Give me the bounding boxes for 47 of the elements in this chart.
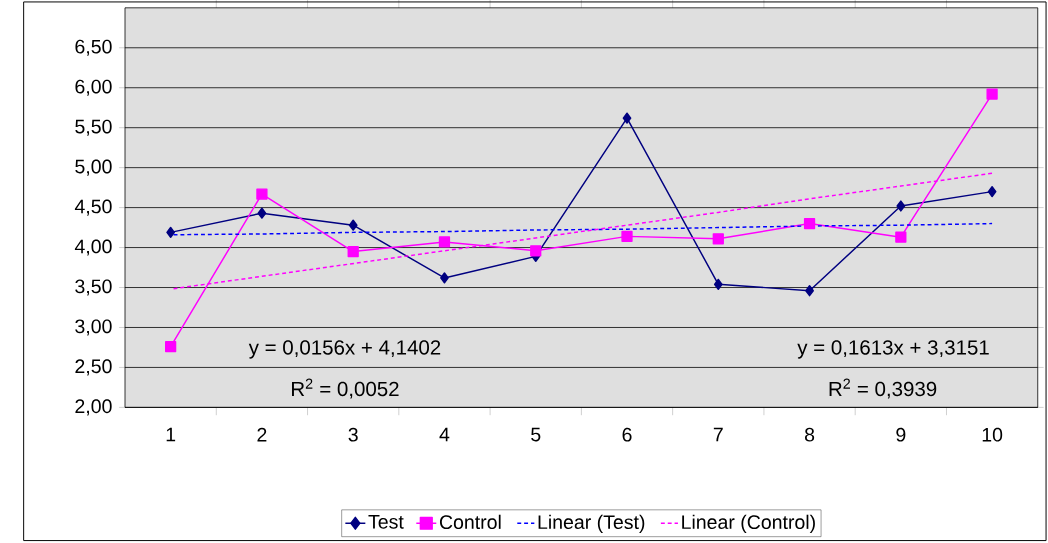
point [622,112,632,124]
legend-label: Control [439,514,501,530]
annotation: R$^{2}$ = 0,3939 [829,378,937,399]
annotation: y = 0,1613x + 3,3151 [797,340,989,359]
y-tick-label: 2,00 [75,399,112,416]
point [347,246,359,258]
x-tick-label: 3 [348,428,358,442]
point [986,88,998,100]
y-tick-label: 4,50 [74,199,112,216]
annotation: R$^{2}$ = 0,0052 [292,378,399,399]
legend-label: Linear (Test) [538,514,645,534]
point [165,341,177,353]
point [621,230,633,243]
point [713,278,723,291]
point [438,236,451,248]
y-tick-label: 5,50 [75,119,112,136]
point [440,272,449,284]
point [895,231,907,244]
point [896,200,906,212]
x-tick-label: 6 [622,428,632,442]
point [803,218,816,230]
y-tick-label: 2,50 [75,359,112,376]
point [256,188,268,200]
x-tick-label: 10 [982,428,1003,442]
point [530,245,542,257]
x-tick-label: 7 [713,428,723,442]
x-tick-label: 1 [166,428,176,442]
point [348,219,358,232]
x-tick-label: 2 [257,428,267,442]
x-tick-label: 9 [896,428,906,442]
annotation: y = 0,0156x + 4,1402 [248,340,441,359]
legend-label: Linear (Control) [682,514,815,534]
point [257,207,267,220]
point [166,226,176,239]
y-tick-label: 3,50 [75,279,112,296]
point [712,233,724,245]
x-tick-label: 8 [804,428,815,442]
y-tick-label: 5,00 [75,159,112,176]
y-tick-label: 6,00 [75,79,112,97]
x-tick-label: 5 [531,428,541,442]
point [805,285,814,297]
x-tick-label: 4 [439,428,450,442]
point [987,186,997,198]
y-tick-label: 6,50 [75,39,112,57]
legend-label: Test [368,515,404,529]
y-tick-label: 3,00 [75,319,112,336]
y-tick-label: 4,00 [74,239,112,256]
